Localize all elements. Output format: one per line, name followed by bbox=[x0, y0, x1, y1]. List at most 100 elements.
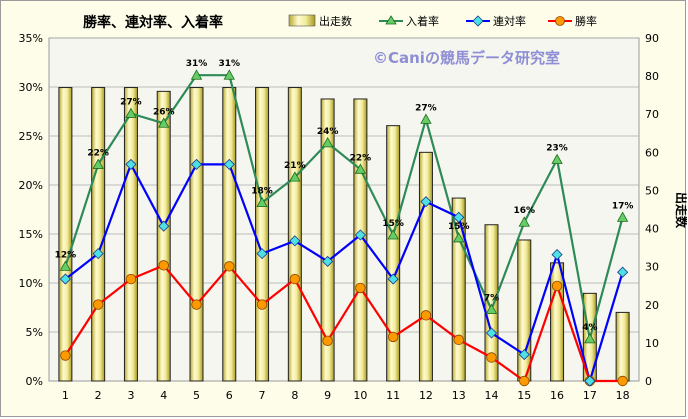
x-tick-label: 11 bbox=[386, 389, 400, 402]
point-marker bbox=[387, 331, 399, 343]
data-label: 18% bbox=[251, 187, 273, 197]
bar bbox=[255, 87, 270, 382]
point-marker bbox=[453, 211, 465, 223]
point-marker bbox=[321, 137, 334, 148]
point-marker bbox=[420, 113, 432, 124]
data-label: 21% bbox=[284, 161, 306, 171]
y-right-tick-label: 50 bbox=[645, 184, 659, 197]
series-line bbox=[64, 74, 624, 340]
watermark: ©Caniの競馬データ研究室 bbox=[373, 49, 560, 67]
point-marker bbox=[387, 273, 399, 285]
series-line bbox=[64, 264, 623, 383]
bar bbox=[287, 87, 302, 382]
point-marker bbox=[322, 255, 334, 268]
plot-area bbox=[48, 37, 640, 382]
data-label: 16% bbox=[514, 206, 536, 216]
bar bbox=[320, 98, 335, 382]
point-marker bbox=[322, 335, 333, 347]
point-marker bbox=[387, 229, 399, 240]
data-label: 26% bbox=[153, 107, 175, 117]
point-marker bbox=[519, 375, 530, 387]
bar bbox=[189, 87, 204, 382]
y-right-tick-label: 20 bbox=[645, 299, 659, 312]
point-marker bbox=[191, 299, 202, 310]
y-right-tick-label: 60 bbox=[645, 146, 659, 159]
point-marker bbox=[584, 333, 596, 344]
data-label: 22% bbox=[87, 148, 109, 158]
data-label: 15% bbox=[382, 219, 404, 229]
legend-label-place: 入着率 bbox=[406, 14, 439, 28]
point-marker bbox=[223, 158, 235, 170]
data-label: 24% bbox=[317, 127, 339, 137]
y-left-tick-label: 0% bbox=[26, 375, 43, 388]
data-label: 31% bbox=[186, 59, 208, 69]
y-right-tick-label: 10 bbox=[645, 337, 659, 350]
point-marker bbox=[60, 350, 71, 361]
point-marker bbox=[617, 375, 628, 387]
y-left-tick-label: 10% bbox=[19, 277, 43, 290]
x-tick-label: 17 bbox=[583, 389, 597, 402]
y-right-tick-label: 70 bbox=[645, 108, 659, 121]
point-marker bbox=[551, 280, 563, 292]
line-series bbox=[64, 74, 624, 383]
line-markers bbox=[59, 69, 629, 387]
point-marker bbox=[289, 273, 301, 285]
bar bbox=[418, 151, 433, 382]
x-tick-label: 15 bbox=[517, 389, 531, 402]
point-marker bbox=[584, 375, 596, 387]
x-tick-label: 2 bbox=[95, 389, 102, 402]
x-tick-label: 6 bbox=[226, 389, 233, 402]
point-marker bbox=[92, 158, 104, 169]
point-marker bbox=[616, 211, 629, 222]
bar bbox=[222, 87, 237, 382]
data-label: 15% bbox=[448, 222, 470, 232]
bar bbox=[615, 311, 630, 382]
y-axis-right: 0 10 20 30 40 50 60 70 80 90 bbox=[645, 32, 659, 388]
y-left-tick-label: 5% bbox=[26, 326, 43, 339]
point-marker bbox=[486, 352, 497, 363]
legend-label-starts: 出走数 bbox=[319, 14, 352, 28]
point-marker bbox=[223, 69, 235, 80]
point-marker bbox=[256, 196, 268, 208]
x-tick-label: 7 bbox=[259, 389, 266, 402]
data-label: 31% bbox=[219, 59, 241, 69]
x-tick-label: 8 bbox=[291, 389, 298, 402]
legend: 出走数 入着率 連対率 勝率 bbox=[288, 14, 597, 28]
bar bbox=[156, 90, 171, 382]
point-marker bbox=[420, 196, 432, 208]
point-marker bbox=[485, 303, 498, 314]
point-marker bbox=[256, 248, 268, 260]
point-marker bbox=[92, 248, 104, 260]
x-tick-label: 13 bbox=[452, 389, 466, 402]
point-marker bbox=[59, 260, 72, 271]
point-marker bbox=[551, 153, 563, 164]
point-marker bbox=[453, 334, 464, 346]
point-marker bbox=[59, 273, 71, 285]
y-axis-left: 0% 5% 10% 15% 20% 25% 30% 35% bbox=[19, 32, 43, 388]
point-marker bbox=[518, 216, 530, 227]
bar bbox=[123, 87, 138, 382]
y-left-tick-label: 25% bbox=[19, 130, 43, 143]
x-tick-label: 5 bbox=[193, 389, 200, 402]
x-tick-label: 14 bbox=[485, 389, 499, 402]
y-right-tick-label: 90 bbox=[645, 32, 659, 45]
point-marker bbox=[289, 171, 301, 182]
data-label: 27% bbox=[415, 103, 437, 113]
point-marker bbox=[158, 117, 170, 128]
point-marker bbox=[190, 158, 203, 170]
legend-item-win: 勝率 bbox=[548, 14, 597, 28]
legend-label-win: 勝率 bbox=[575, 14, 597, 28]
chart-title: 勝率、連対率、入着率 bbox=[83, 14, 223, 31]
x-tick-label: 4 bbox=[160, 389, 167, 402]
point-marker bbox=[551, 249, 563, 261]
bar bbox=[91, 87, 106, 382]
y-axis-right-label: 出走数 bbox=[674, 192, 687, 229]
legend-item-quinella: 連対率 bbox=[466, 14, 526, 28]
data-label: 17% bbox=[612, 201, 634, 211]
series-line bbox=[64, 163, 624, 383]
x-axis: 1 2 3 4 5 6 7 8 9 10 11 12 13 14 15 16 17 18 bbox=[62, 389, 630, 402]
legend-item-starts: 出走数 bbox=[288, 14, 352, 28]
point-marker bbox=[617, 266, 629, 278]
x-tick-label: 10 bbox=[353, 389, 367, 402]
